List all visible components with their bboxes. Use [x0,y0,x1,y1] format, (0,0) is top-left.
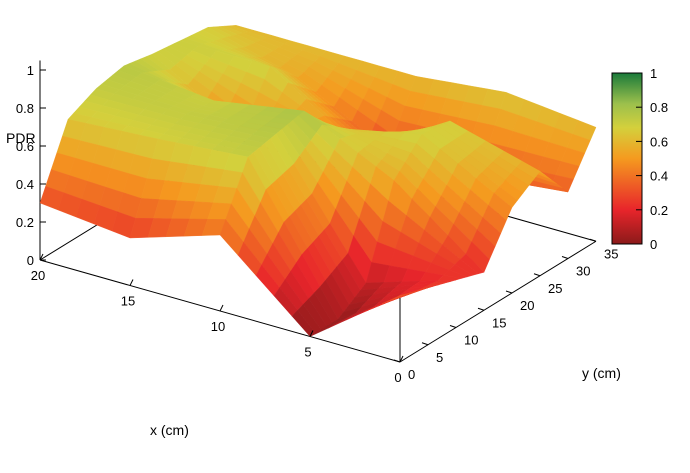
colorbar-tick-label: 1 [650,66,657,81]
y-axis-line [399,240,597,363]
y-axis-label: y (cm) [582,365,621,381]
z-axis-label: PDR [6,130,36,146]
colorbar-tick-label: 0.2 [650,203,668,218]
z-tick-label: 1 [27,63,34,78]
x-tick-mark [399,355,404,363]
colorbar-ticks: 0 0.2 0.4 0.6 0.8 1 [636,66,668,252]
surface-facet [381,293,406,304]
y-tick-label: 5 [436,350,443,365]
x-tick-label: 0 [394,370,401,385]
x-tick-mark [39,253,44,261]
z-tick-label: 0.8 [16,101,34,116]
x-tick-label: 10 [211,319,225,334]
y-tick-label: 10 [464,333,478,348]
colorbar-tick-label: 0.8 [650,100,668,115]
y-tick-label: 15 [492,315,506,330]
x-tick-label: 20 [31,268,45,283]
x-tick-mark [129,279,134,286]
z-tick-label: 0 [27,253,34,268]
y-tick-label: 25 [548,281,562,296]
x-axis-label: x (cm) [150,422,189,438]
y-tick-mark [449,325,457,328]
y-tick-mark [477,307,485,311]
y-tick-mark [421,342,429,346]
surface-plot [39,25,597,337]
z-tick-label: 0.4 [16,177,34,192]
z-tick-label: 0.6 [16,139,34,154]
y-tick-mark [393,359,401,363]
colorbar-gradient [611,72,643,245]
colorbar: 0 0.2 0.4 0.6 0.8 1 [611,66,668,252]
y-tick-label: 30 [576,264,590,279]
colorbar-tick-label: 0 [650,237,657,252]
x-tick-label: 5 [304,345,311,360]
x-tick-label: 15 [121,294,135,309]
colorbar-tick-label: 0.6 [650,134,668,149]
z-tick-label: 0.2 [16,215,34,230]
x-tick-mark [309,330,314,337]
y-tick-mark [561,256,569,259]
y-tick-mark [505,290,513,294]
y-tick-label: 0 [408,367,415,382]
colorbar-tick-label: 0.4 [650,169,668,184]
y-tick-mark [533,273,541,277]
x-tick-mark [219,304,224,312]
y-tick-label: 35 [604,246,618,261]
y-tick-label: 20 [520,298,534,313]
y-tick-mark [589,238,597,242]
